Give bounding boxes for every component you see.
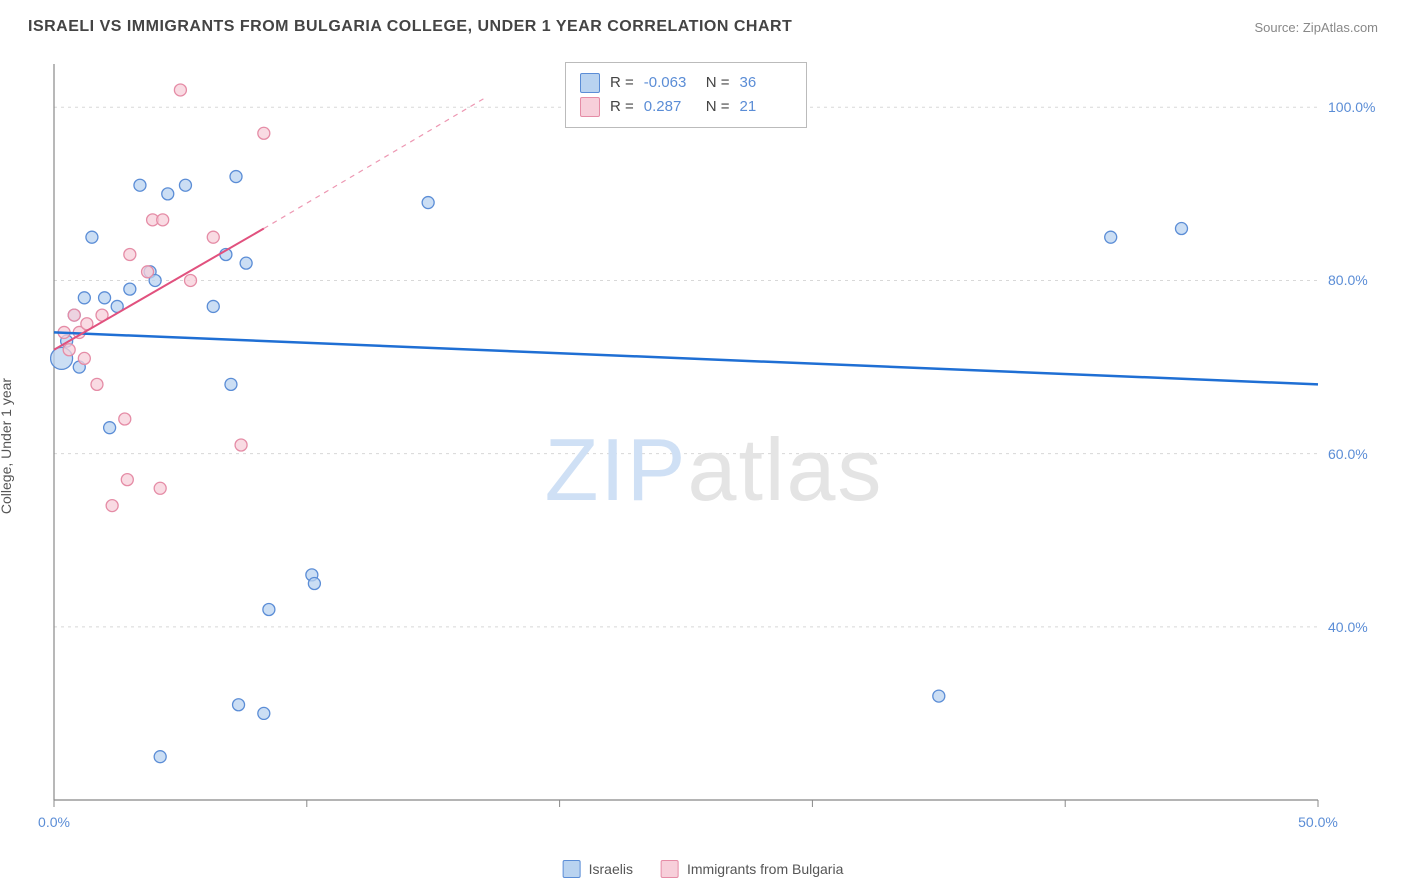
source-label: Source: ZipAtlas.com — [1254, 20, 1378, 35]
stats-r-label: R = — [610, 95, 634, 119]
stats-r-value: -0.063 — [644, 71, 696, 95]
legend-label: Immigrants from Bulgaria — [687, 861, 843, 877]
stats-swatch-icon — [580, 97, 600, 117]
scatter-plot — [50, 60, 1378, 820]
y-tick-label: 40.0% — [1328, 619, 1368, 635]
x-tick-label: 50.0% — [1298, 814, 1338, 830]
y-tick-label: 60.0% — [1328, 446, 1368, 462]
legend-swatch-icon — [661, 860, 679, 878]
stats-n-label: N = — [706, 95, 730, 119]
y-tick-label: 100.0% — [1328, 99, 1375, 115]
chart-title: ISRAELI VS IMMIGRANTS FROM BULGARIA COLL… — [28, 18, 792, 36]
stats-n-value: 21 — [740, 95, 792, 119]
legend-swatch-icon — [563, 860, 581, 878]
stats-swatch-icon — [580, 73, 600, 93]
x-tick-label: 0.0% — [38, 814, 70, 830]
chart-area: ZIPatlas — [50, 60, 1378, 820]
stats-n-label: N = — [706, 71, 730, 95]
legend-item-israelis: Israelis — [563, 860, 633, 878]
stats-row: R = -0.063 N = 36 — [580, 71, 792, 95]
stats-n-value: 36 — [740, 71, 792, 95]
y-axis-label: College, Under 1 year — [0, 378, 14, 514]
title-bar: ISRAELI VS IMMIGRANTS FROM BULGARIA COLL… — [28, 18, 1378, 36]
y-tick-label: 80.0% — [1328, 272, 1368, 288]
bottom-legend: Israelis Immigrants from Bulgaria — [563, 860, 844, 878]
stats-r-label: R = — [610, 71, 634, 95]
stats-r-value: 0.287 — [644, 95, 696, 119]
stats-row: R = 0.287 N = 21 — [580, 95, 792, 119]
legend-item-bulgaria: Immigrants from Bulgaria — [661, 860, 843, 878]
legend-label: Israelis — [589, 861, 633, 877]
stats-legend-box: R = -0.063 N = 36 R = 0.287 N = 21 — [565, 62, 807, 128]
